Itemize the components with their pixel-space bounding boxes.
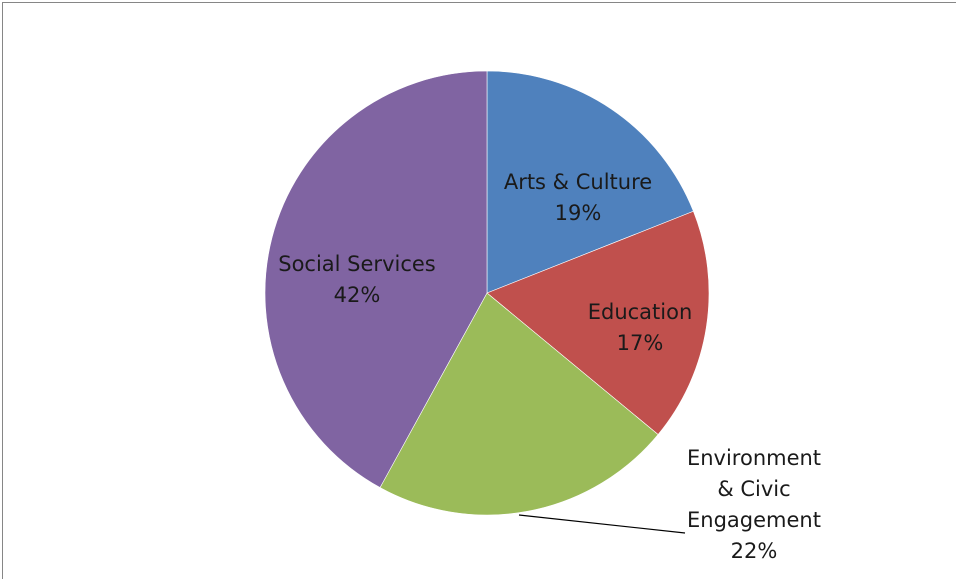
pie-slice — [379, 292, 659, 516]
pie-slice — [486, 70, 694, 294]
labels-layer: Arts & Culture 19% Education 17% Environment… — [278, 170, 821, 563]
slice-percent-label: 19% — [555, 201, 602, 225]
slice-category-label: Arts & Culture — [504, 170, 652, 194]
slices-layer — [264, 70, 710, 516]
pie-slice — [486, 210, 710, 435]
pie-slice — [264, 70, 488, 488]
slice-percent-label: 17% — [617, 331, 664, 355]
slice-category-label: Social Services — [278, 252, 436, 276]
slice-percent-label: 22% — [731, 539, 778, 563]
slice-category-label: Education — [588, 300, 693, 324]
leader-line — [518, 514, 686, 534]
pie-chart: Arts & Culture 19% Education 17% Environment… — [264, 70, 821, 563]
slice-category-label: Environment — [687, 446, 821, 470]
slice-percent-label: 42% — [334, 283, 381, 307]
slice-category-label: Engagement — [687, 508, 821, 532]
slice-category-label: & Civic — [717, 477, 790, 501]
